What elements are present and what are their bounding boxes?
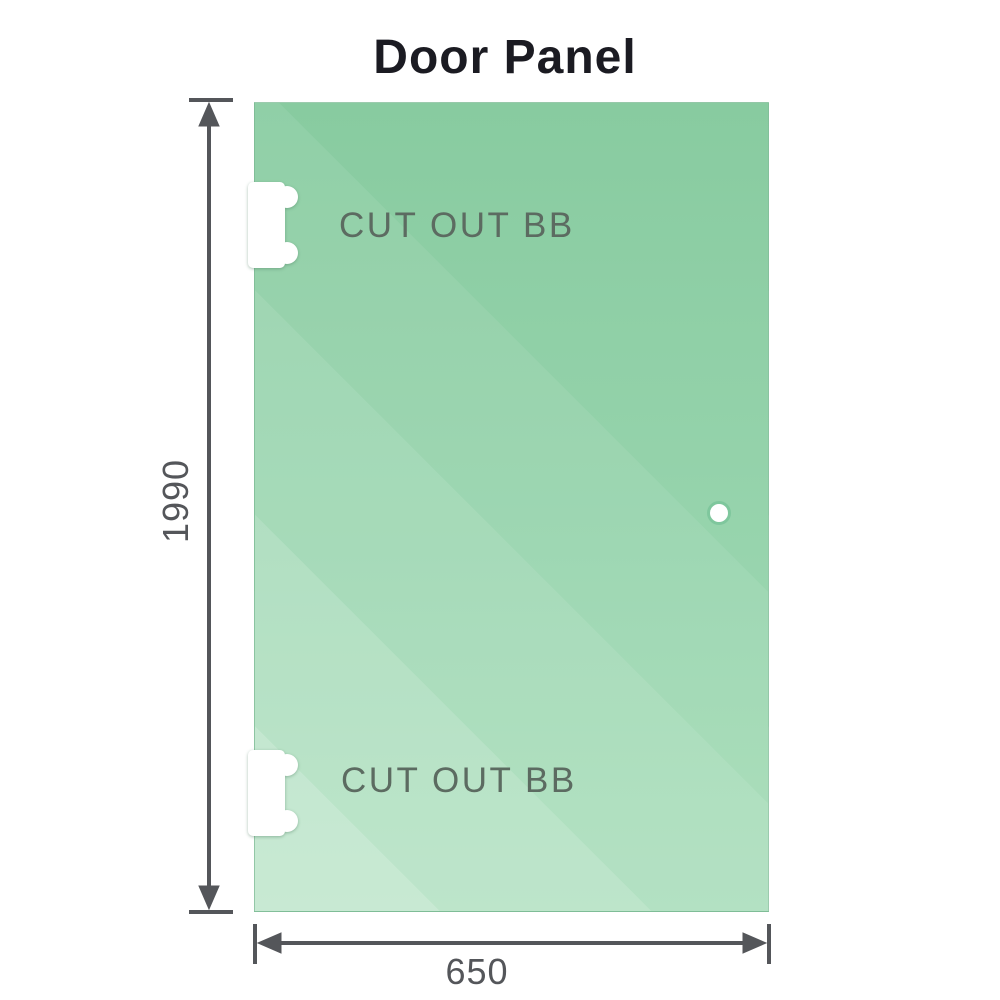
width-dimension-line — [253, 924, 771, 964]
height-dimension-line — [189, 98, 233, 914]
hinge-cutout-top — [248, 182, 298, 268]
hinge-cutout-bottom-lobe-lower — [276, 810, 298, 832]
cutout-top-label: CUT OUT BB — [339, 206, 575, 245]
arrow-left-icon — [256, 932, 282, 954]
hinge-cutout-bottom-notch — [248, 750, 285, 836]
height-dimension-label: 1990 — [155, 458, 196, 544]
hinge-cutout-top-notch — [248, 182, 285, 268]
arrow-right-icon — [742, 932, 768, 954]
page-title: Door Panel — [373, 31, 637, 84]
cutout-bottom-label: CUT OUT BB — [341, 761, 577, 800]
glass-panel — [254, 102, 769, 912]
handle-hole — [707, 501, 731, 525]
arrow-down-icon — [198, 885, 220, 911]
hinge-cutout-top-lobe-upper — [276, 186, 298, 208]
hinge-cutout-bottom — [248, 750, 298, 836]
hinge-cutout-bottom-lobe-upper — [276, 754, 298, 776]
arrow-up-icon — [198, 101, 220, 127]
hinge-cutout-top-lobe-lower — [276, 242, 298, 264]
width-dimension-label: 650 — [445, 951, 509, 992]
